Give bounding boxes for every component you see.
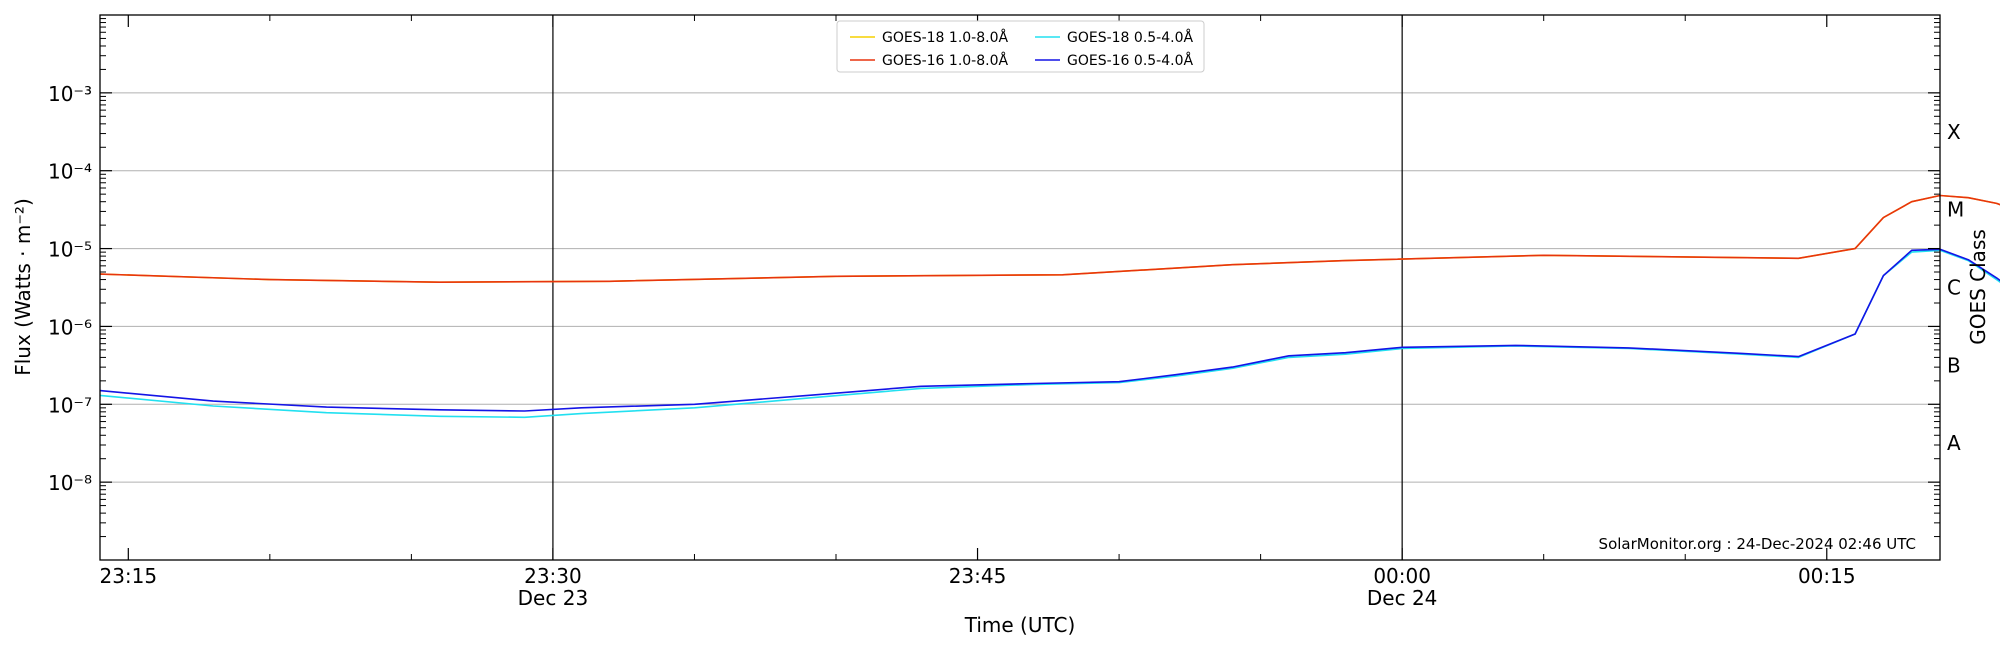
legend-label: GOES-16 1.0-8.0Å <box>882 52 1008 69</box>
grid-lines <box>100 92 1940 483</box>
x-tick-date-label: Dec 24 <box>1367 586 1438 610</box>
legend-box <box>836 20 1205 73</box>
y-tick-label: 10⁻³ <box>48 82 92 106</box>
y-tick-label: 10⁻⁷ <box>48 393 92 417</box>
legend-label: GOES-18 1.0-8.0Å <box>882 29 1008 46</box>
right-axis-label: GOES Class <box>1966 229 1990 345</box>
y-tick-label: 10⁻⁵ <box>48 238 92 262</box>
x-axis-label: Time (UTC) <box>964 613 1076 637</box>
legend: GOES-18 1.0-8.0Å GOES-18 0.5-4.0Å GOES-16 … <box>836 20 1205 73</box>
x-tick-label: 00:15 <box>1798 564 1856 588</box>
x-tick-date-label: Dec 23 <box>518 586 589 610</box>
goes-class-label: B <box>1947 353 1961 377</box>
goes-class-label: A <box>1947 431 1961 455</box>
y-axis-label: Flux (Watts · m⁻²) <box>11 198 35 376</box>
legend-label: GOES-18 0.5-4.0Å <box>1067 29 1193 46</box>
goes-class-label: M <box>1947 198 1964 222</box>
goes-class-label: X <box>1947 120 1961 144</box>
y-tick-label: 10⁻⁸ <box>48 471 92 495</box>
x-tick-label: 00:00 <box>1373 564 1431 588</box>
x-tick-label: 23:45 <box>949 564 1007 588</box>
series-lines <box>99 194 2000 419</box>
series-line-3 <box>99 248 2000 412</box>
legend-label: GOES-16 0.5-4.0Å <box>1067 52 1193 69</box>
x-tick-label: 23:30 <box>524 564 582 588</box>
goes-class-label: C <box>1947 276 1961 300</box>
x-tick-label: 23:15 <box>99 564 157 588</box>
series-line-1 <box>99 194 2000 283</box>
plot-area-frame <box>99 14 1941 561</box>
day-boundary-lines <box>552 15 1403 560</box>
y-tick-label: 10⁻⁶ <box>48 315 92 339</box>
series-line-0 <box>99 194 2000 283</box>
y-tick-label: 10⁻⁴ <box>48 160 92 184</box>
source-annotation: SolarMonitor.org : 24-Dec-2024 02:46 UTC <box>1599 535 1916 553</box>
